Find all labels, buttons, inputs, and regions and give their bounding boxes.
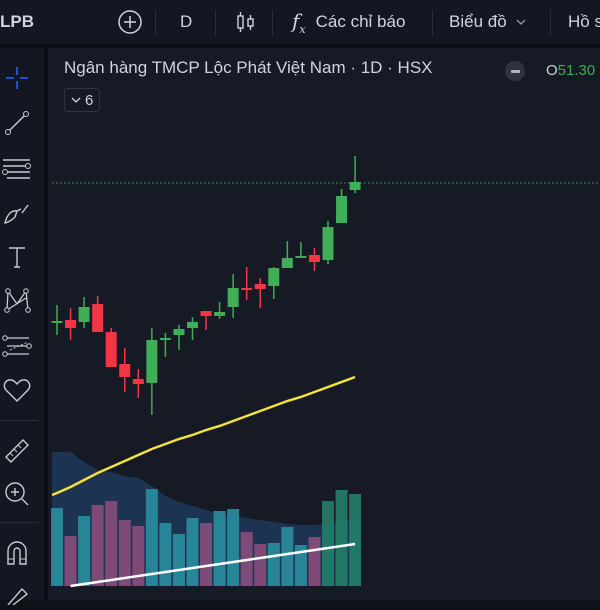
indicators-toggle[interactable]: 6	[64, 88, 100, 112]
volume-bar	[349, 494, 361, 586]
volume-bar	[78, 516, 90, 586]
candle-body	[52, 321, 63, 323]
candle-body	[146, 340, 157, 383]
indicators-count: 6	[85, 92, 93, 109]
volume-bar	[187, 518, 199, 586]
candle-body	[336, 196, 347, 223]
chevron-down-icon	[71, 96, 81, 104]
volume-bar	[65, 536, 77, 586]
hide-legend-button[interactable]	[505, 61, 525, 81]
candle-body	[92, 304, 103, 332]
candle-body	[323, 227, 334, 260]
candle-body	[282, 258, 293, 268]
volume-bar	[254, 544, 266, 586]
minus-icon	[511, 70, 520, 73]
volume-bar	[105, 501, 117, 586]
open-label: O	[546, 62, 558, 79]
volume-bar	[146, 489, 158, 586]
ohlc-readout: O51.30	[546, 62, 595, 79]
candle-body	[214, 312, 225, 316]
volume-bar	[119, 520, 131, 586]
volume-bar	[214, 511, 226, 586]
candle-body	[187, 322, 198, 328]
volume-bar	[336, 490, 348, 586]
candle-body	[255, 284, 266, 289]
candle-body	[268, 268, 279, 286]
volume-bar	[268, 543, 280, 586]
volume-bar	[200, 523, 212, 586]
candle-body	[228, 288, 239, 307]
candle-body	[79, 307, 90, 322]
candle-body	[173, 329, 184, 335]
volume-bar	[281, 527, 293, 586]
candle-body	[309, 255, 320, 262]
open-value: 51.30	[558, 62, 596, 79]
volume-bar	[159, 523, 171, 586]
symbol-title: Ngân hàng TMCP Lộc Phát Việt Nam · 1D · …	[64, 58, 433, 78]
volume-bar	[51, 508, 63, 586]
volume-bar	[92, 505, 104, 586]
candle-body	[241, 288, 252, 290]
candle-body	[65, 320, 76, 328]
candle-body	[160, 338, 171, 340]
candle-body	[201, 311, 212, 316]
candle-body	[295, 256, 306, 258]
candle-body	[133, 379, 144, 384]
volume-bar	[308, 537, 320, 586]
price-layer	[52, 156, 600, 495]
volume-bar	[173, 534, 185, 586]
candle-body	[350, 182, 361, 190]
candle-body	[106, 332, 117, 367]
candle-body	[119, 364, 130, 377]
volume-bar	[322, 501, 334, 586]
volume-bar	[227, 509, 239, 586]
